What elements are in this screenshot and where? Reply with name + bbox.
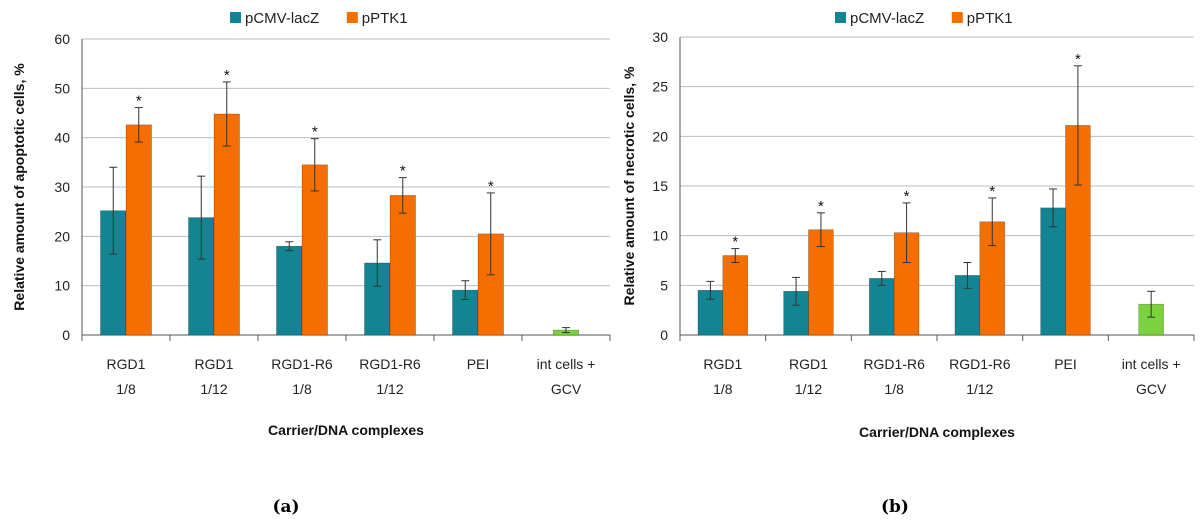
x-tick-label: RGD1-R6: [863, 356, 925, 372]
error-bar: [988, 197, 997, 247]
error-bar: [222, 81, 231, 147]
x-tick-label: GCV: [551, 381, 582, 397]
bar-pptk1: [808, 229, 834, 336]
significance-mark: *: [818, 198, 824, 215]
panel-label: (a): [272, 497, 299, 517]
legend-label: pCMV-lacZ: [850, 10, 924, 27]
significance-mark: *: [136, 93, 142, 110]
x-axis-title: Carrier/DNA complexes: [859, 424, 1015, 440]
error-bar: [816, 212, 825, 248]
legend: pCMV-lacZ pPTK1: [230, 10, 408, 27]
x-tick-label: RGD1: [789, 356, 828, 372]
y-tick-label: 40: [54, 130, 70, 146]
y-tick-label: 20: [652, 128, 668, 144]
error-bar: [1049, 188, 1058, 228]
bar-pptk1: [213, 113, 240, 336]
bar-pcmv-lacz: [1040, 207, 1066, 336]
error-bar: [285, 241, 294, 252]
x-tick-label: int cells +: [1122, 356, 1181, 372]
error-bar: [1147, 290, 1156, 318]
legend-swatch: [346, 12, 358, 23]
x-tick-label: int cells +: [537, 356, 596, 372]
error-bar: [373, 239, 382, 287]
error-bar: [706, 280, 715, 300]
error-bar: [877, 270, 886, 286]
legend-swatch: [230, 12, 241, 23]
error-bar: [398, 177, 407, 214]
x-tick-label: 1/8: [292, 381, 312, 397]
x-axis-title: Carrier/DNA complexes: [268, 422, 424, 438]
error-bar: [134, 107, 143, 143]
bar-pptk1: [301, 164, 328, 336]
legend-label: pPTK1: [967, 10, 1013, 27]
x-tick-label: 1/12: [376, 381, 403, 397]
bar-pptk1: [722, 255, 748, 336]
legend-label: pPTK1: [362, 10, 408, 27]
significance-mark: *: [1075, 51, 1081, 68]
error-bar: [486, 192, 495, 276]
bar-pcmv-lacz: [276, 245, 303, 336]
y-tick-label: 10: [652, 228, 668, 244]
chart-panel-a: 0 10 20 30 40 50 60 * RGD1 1/8 * RGD1 1/12 * RGD1-R6 1/…: [11, 10, 611, 517]
x-tick-label: 1/12: [966, 381, 993, 397]
significance-mark: *: [312, 124, 318, 141]
y-tick-label: 5: [660, 277, 668, 293]
error-bar: [310, 138, 319, 192]
x-tick-label: RGD1: [703, 356, 742, 372]
significance-mark: *: [488, 178, 494, 195]
x-tick-label: 1/8: [713, 381, 733, 397]
x-tick-label: GCV: [1136, 381, 1167, 397]
x-tick-label: RGD1: [195, 356, 234, 372]
bar-pptk1: [125, 124, 152, 336]
error-bar: [902, 202, 911, 263]
significance-mark: *: [732, 234, 738, 251]
error-bar: [562, 327, 570, 334]
error-bar: [1073, 65, 1082, 186]
legend-swatch: [835, 12, 846, 23]
error-bar: [792, 276, 801, 306]
x-tick-label: PEI: [467, 356, 490, 372]
x-tick-label: PEI: [1054, 356, 1077, 372]
y-tick-label: 30: [54, 179, 70, 195]
legend-label: pCMV-lacZ: [245, 10, 319, 27]
x-tick-label: RGD1-R6: [359, 356, 421, 372]
y-tick-label: 10: [54, 278, 70, 294]
x-tick-label: 1/8: [884, 381, 904, 397]
y-tick-label: 60: [54, 31, 70, 47]
error-bar: [731, 248, 740, 263]
y-tick-label: 15: [652, 178, 668, 194]
significance-mark: *: [989, 183, 995, 200]
y-axis-title: Relative amount of apoptotic cells, %: [11, 63, 27, 311]
error-bar: [461, 280, 470, 300]
y-tick-label: 0: [660, 327, 668, 343]
y-tick-label: 25: [652, 79, 668, 95]
y-axis-title: Relative amount of necrotic cells, %: [621, 66, 637, 305]
x-tick-label: RGD1-R6: [271, 356, 333, 372]
bar-pptk1: [389, 195, 416, 336]
bar-pcmv-lacz: [869, 278, 895, 336]
y-tick-label: 20: [54, 228, 70, 244]
error-bar: [963, 261, 972, 289]
y-tick-label: 50: [54, 80, 70, 96]
significance-mark: *: [224, 67, 230, 84]
significance-mark: *: [400, 163, 406, 180]
y-tick-label: 30: [652, 29, 668, 45]
legend-swatch: [951, 12, 963, 23]
legend: pCMV-lacZ pPTK1: [835, 10, 1013, 27]
x-tick-label: 1/12: [200, 381, 227, 397]
chart-panel-b: 0 5 10 15 20 25 30 * RGD1 1/8 * RGD1 1/12 * RGD1-R6 1/8…: [621, 10, 1195, 517]
panel-label: (b): [881, 497, 909, 517]
error-bar: [109, 166, 118, 255]
error-bar: [197, 175, 206, 260]
x-tick-label: RGD1: [107, 356, 146, 372]
x-tick-label: RGD1-R6: [949, 356, 1011, 372]
x-tick-label: 1/8: [116, 381, 136, 397]
significance-mark: *: [904, 188, 910, 205]
y-tick-label: 0: [62, 327, 70, 343]
x-tick-label: 1/12: [795, 381, 822, 397]
